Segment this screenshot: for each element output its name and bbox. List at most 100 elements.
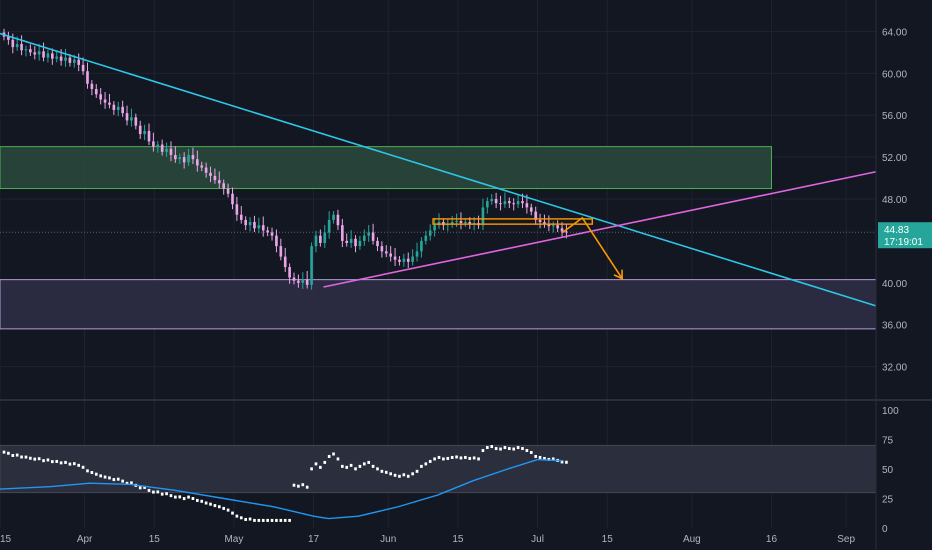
time-tick-label: 15 — [602, 534, 614, 545]
candle-body — [455, 220, 458, 223]
price-tick-label: 48.00 — [882, 195, 907, 206]
rsi-mark — [376, 467, 379, 471]
rsi-mark — [371, 464, 375, 468]
rsi-mark — [362, 462, 366, 466]
candle-body — [411, 256, 414, 262]
projection-path[interactable] — [561, 216, 623, 280]
rsi-mark — [529, 450, 533, 454]
rsi-mark — [393, 473, 397, 477]
candle-body — [327, 219, 331, 233]
candle-body — [494, 199, 498, 204]
candle-body — [481, 207, 485, 226]
rsi-mark — [534, 454, 537, 458]
rsi-tick-label: 25 — [882, 495, 894, 506]
candle-body — [46, 53, 50, 58]
rsi-mark — [7, 451, 10, 455]
rsi-mark — [503, 446, 507, 450]
candle-body — [226, 188, 230, 194]
rsi-mark — [239, 516, 243, 520]
candle-body — [15, 43, 19, 48]
candle-body — [94, 89, 98, 95]
candle-body — [428, 230, 432, 236]
rsi-mark — [68, 462, 72, 466]
rsi-mark — [481, 449, 485, 453]
rsi-mark — [384, 470, 388, 474]
rsi-mark — [275, 518, 278, 522]
rsi-mark — [244, 517, 247, 521]
rsi-mark — [551, 457, 555, 461]
rsi-mark — [305, 485, 309, 489]
candle-body — [64, 57, 67, 61]
rsi-mark — [389, 472, 392, 476]
time-tick-label: 17 — [308, 534, 320, 545]
rsi-mark — [42, 459, 45, 463]
candle-body — [305, 279, 309, 285]
candle-body — [11, 39, 15, 48]
rsi-mark — [99, 474, 102, 478]
rsi-mark — [112, 478, 116, 482]
price-tick-label: 64.00 — [882, 27, 907, 38]
rsi-mark — [560, 460, 564, 464]
rsi-mark — [433, 457, 436, 461]
rsi-mark — [543, 456, 546, 460]
candle-body — [354, 238, 357, 247]
candle-body — [270, 232, 274, 236]
rsi-mark — [200, 499, 204, 503]
up-trendline[interactable] — [323, 170, 877, 288]
rsi-mark — [204, 501, 208, 505]
candle-body — [125, 113, 129, 121]
candle-body — [266, 230, 269, 233]
rsi-mark — [15, 453, 19, 457]
rsi-mark — [499, 447, 502, 451]
price-tick-label: 52.00 — [882, 153, 907, 164]
rsi-mark — [51, 460, 54, 464]
candle-body — [529, 207, 533, 212]
rsi-mark — [46, 458, 50, 462]
rsi-mark — [402, 473, 406, 477]
rsi-mark — [446, 456, 450, 460]
candle-body — [235, 204, 239, 215]
rsi-mark — [442, 457, 445, 461]
candle-body — [275, 235, 278, 247]
candle-body — [239, 214, 243, 220]
price-tick-label: 40.00 — [882, 279, 907, 290]
rsi-mark — [420, 464, 423, 468]
candle-body — [191, 155, 195, 160]
rsi-mark — [477, 457, 480, 461]
rsi-mark — [217, 505, 221, 509]
trendlines[interactable] — [0, 32, 877, 307]
consolidation-box[interactable] — [432, 218, 593, 225]
candle-body — [261, 225, 265, 231]
rsi-mark — [257, 518, 261, 522]
rsi-mark — [270, 518, 274, 522]
rsi-mark — [156, 490, 160, 494]
candle-body — [362, 235, 366, 241]
support-zone[interactable] — [0, 279, 877, 330]
rsi-mark — [310, 467, 313, 471]
candle-body — [7, 36, 10, 40]
candle-body — [160, 144, 164, 152]
down-trendline[interactable] — [0, 32, 877, 307]
rsi-mark — [226, 508, 230, 512]
candle-body — [319, 235, 322, 243]
rsi-mark — [565, 460, 568, 464]
rsi-mark — [160, 492, 164, 496]
rsi-mark — [450, 455, 454, 459]
candle-body — [393, 256, 397, 260]
candle-body — [108, 102, 111, 105]
candle-body — [323, 232, 327, 243]
time-tick-label: 15 — [149, 534, 161, 545]
candle-body — [499, 203, 502, 205]
rsi-panel — [0, 444, 877, 522]
rsi-mark — [55, 459, 59, 463]
candle-body — [86, 71, 89, 84]
rsi-mark — [332, 452, 335, 456]
candle-body — [389, 253, 392, 257]
rsi-mark — [516, 446, 520, 450]
rsi-mark — [437, 455, 441, 459]
rsi-mark — [468, 456, 472, 460]
candle-body — [77, 59, 81, 65]
candle-body — [490, 199, 494, 202]
